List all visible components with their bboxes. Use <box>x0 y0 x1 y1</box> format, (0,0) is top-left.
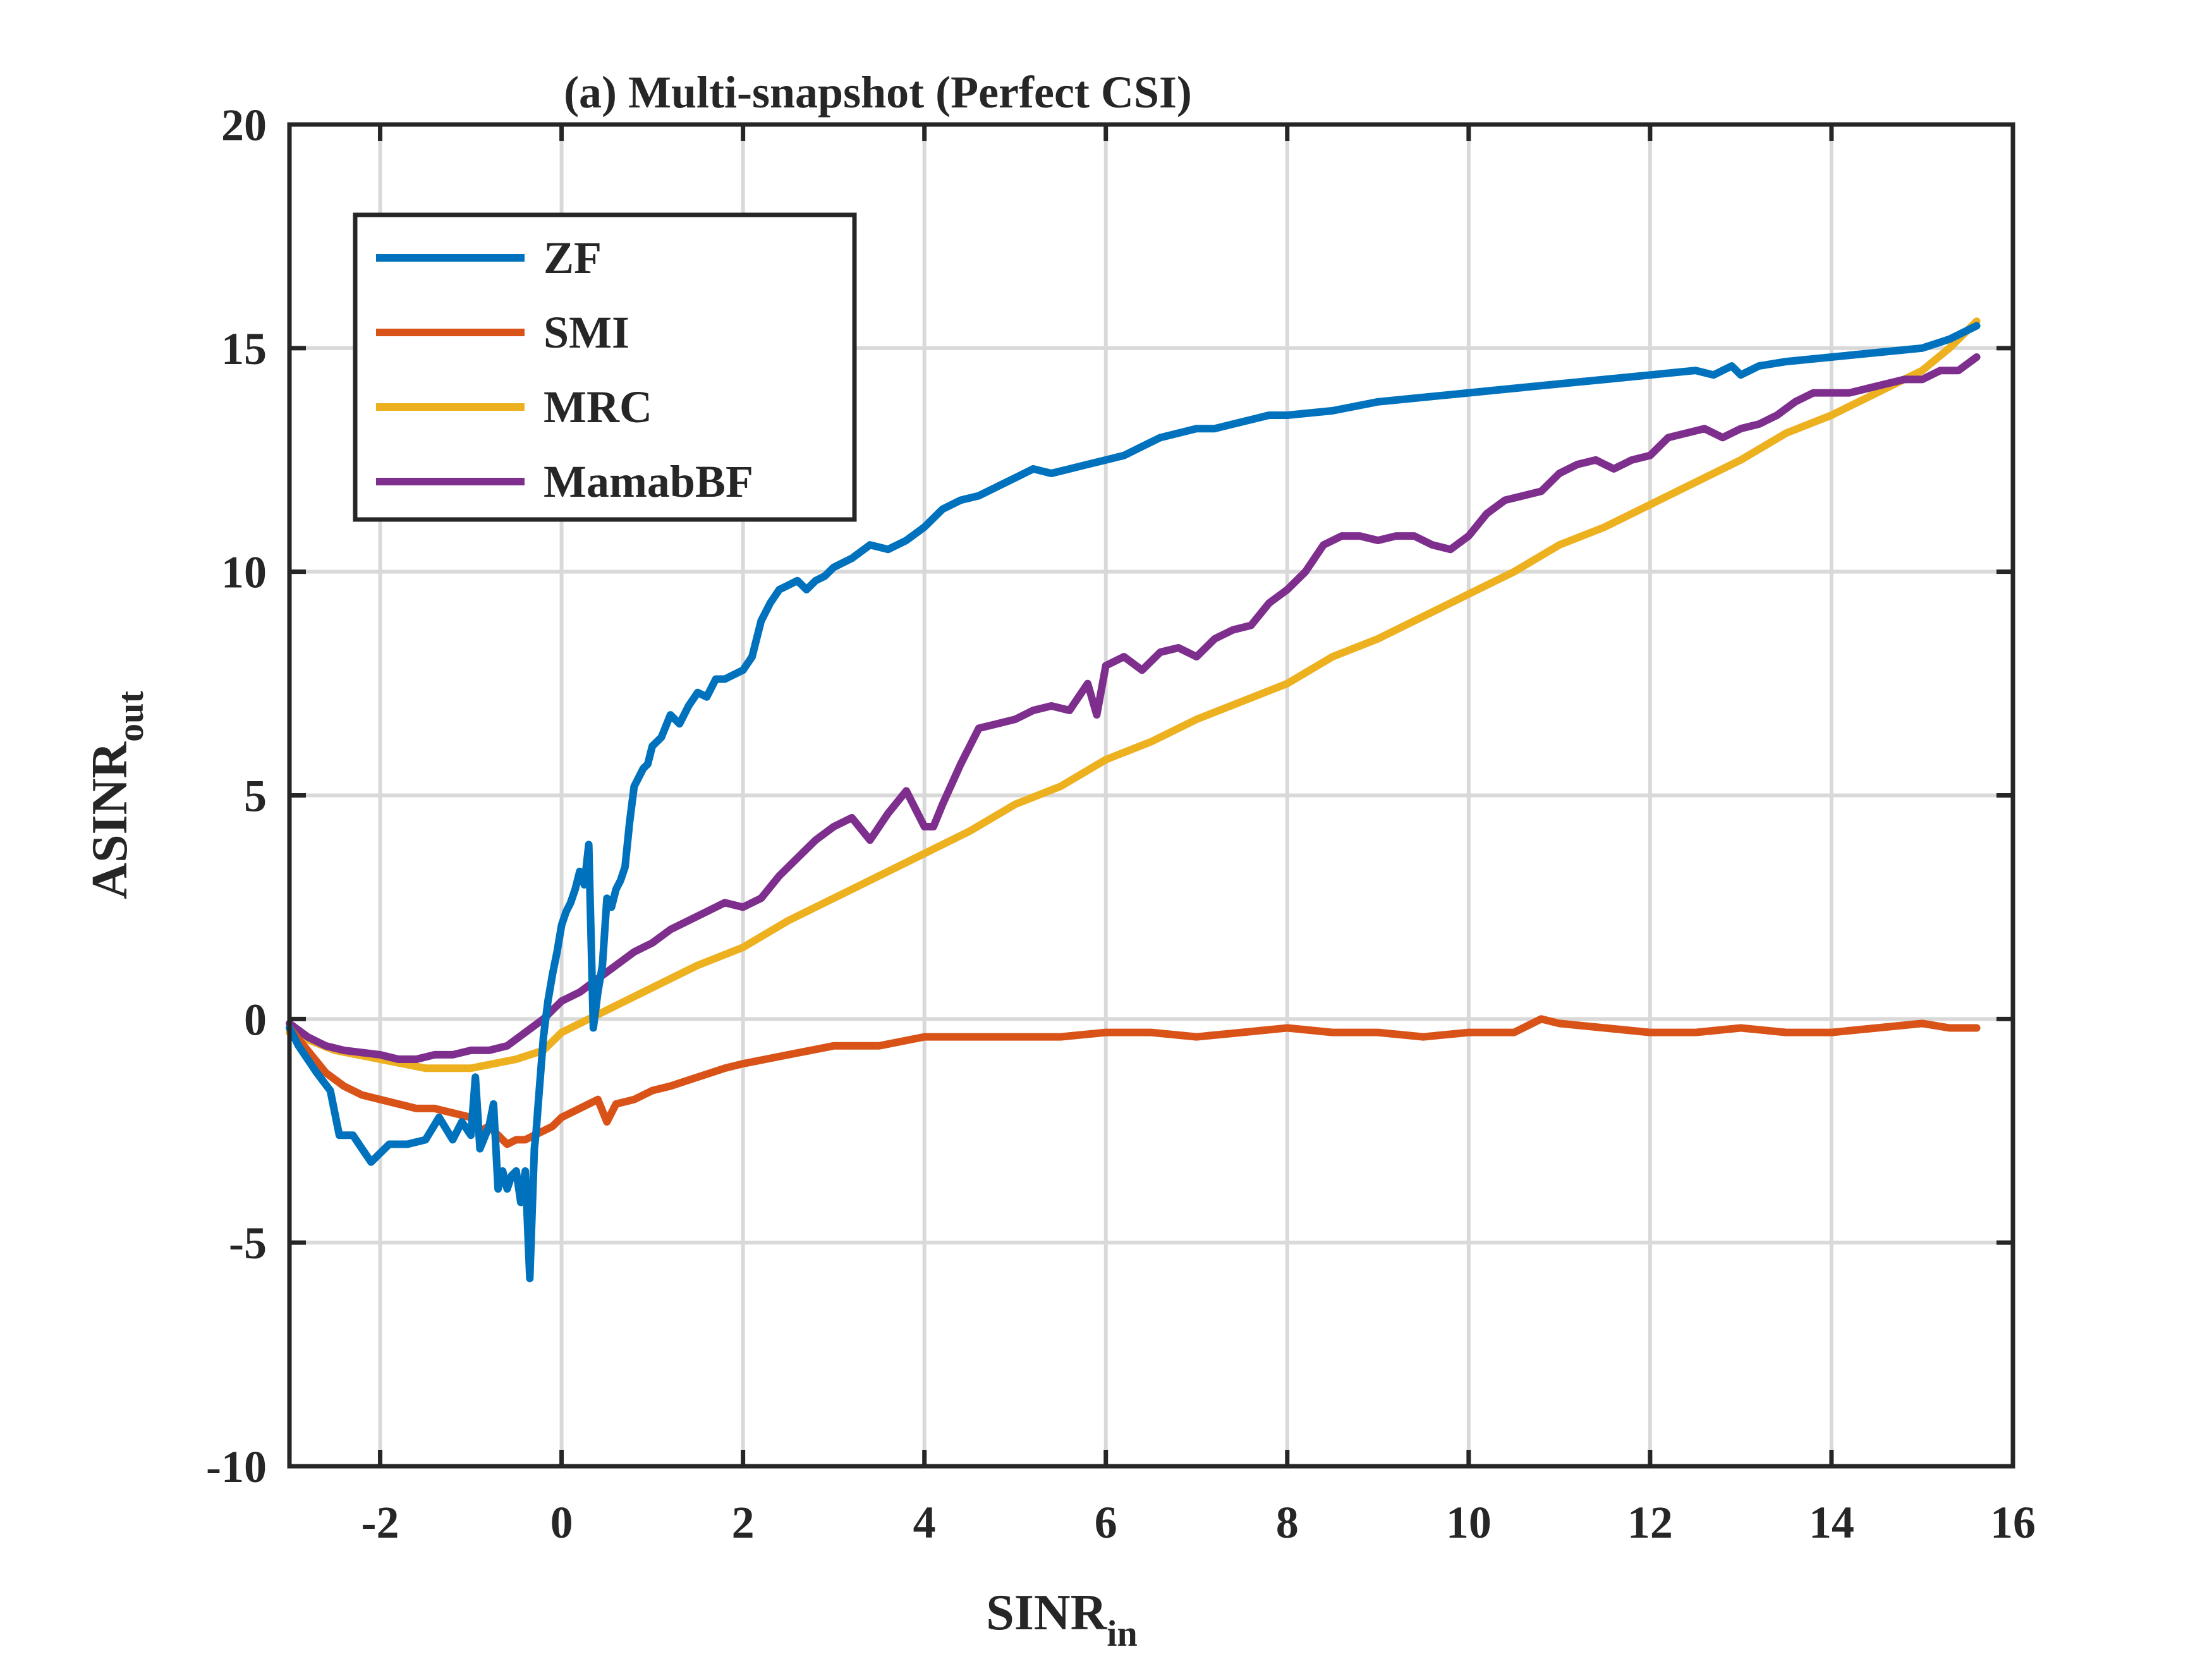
legend-label-smi: SMI <box>544 307 629 358</box>
series-line-mrc <box>286 317 1981 1073</box>
legend: ZF SMI MRC MamabBF <box>353 212 857 522</box>
legend-item-zf: ZF <box>376 233 602 283</box>
y-tick-label: -10 <box>206 1442 267 1492</box>
y-tick-label: 5 <box>244 771 267 822</box>
series-line-smi <box>286 1015 1981 1148</box>
y-tick-label: 20 <box>221 100 267 150</box>
x-tick-label: 4 <box>913 1497 936 1548</box>
x-axis-label-sub: in <box>1107 1613 1137 1654</box>
y-tick-label: -5 <box>229 1218 267 1268</box>
legend-label-mamabbf: MamabBF <box>544 456 753 507</box>
x-tick-label: 12 <box>1627 1497 1673 1548</box>
x-tick-labels: -2 0 2 4 6 8 10 12 14 16 <box>362 1497 2036 1548</box>
x-tick-label: 10 <box>1446 1497 1492 1548</box>
legend-label-mrc: MRC <box>544 382 652 432</box>
x-tick-label: 16 <box>1990 1497 2036 1548</box>
x-tick-label: 0 <box>550 1497 573 1548</box>
y-axis-label: ASINRout <box>82 691 151 899</box>
series-lines <box>286 317 1981 1282</box>
legend-label-zf: ZF <box>544 233 602 283</box>
legend-item-mamabbf: MamabBF <box>376 456 753 507</box>
y-tick-label: 0 <box>244 994 267 1045</box>
y-tick-label: 15 <box>221 324 267 374</box>
x-axis-label-main: SINR <box>986 1585 1107 1641</box>
chart-title: (a) Multi-snapshot (Perfect CSI) <box>564 67 1192 118</box>
x-tick-label: 2 <box>732 1497 755 1548</box>
series-line-mamabbf <box>286 353 1981 1063</box>
y-tick-labels: -10 -5 0 5 10 15 20 <box>206 100 267 1492</box>
y-axis-label-sub: out <box>110 691 151 742</box>
series-line-zf <box>286 322 1981 1282</box>
x-tick-label: 14 <box>1809 1497 1854 1548</box>
x-tick-label: 8 <box>1276 1497 1299 1548</box>
legend-box <box>353 212 857 522</box>
y-tick-label: 10 <box>221 547 267 598</box>
x-tick-label: -2 <box>362 1497 399 1548</box>
x-tick-label: 6 <box>1095 1497 1117 1548</box>
legend-item-smi: SMI <box>376 307 629 358</box>
legend-item-mrc: MRC <box>376 382 652 432</box>
x-axis-label: SINRin <box>986 1585 1138 1654</box>
y-axis-label-main: ASINR <box>82 741 138 899</box>
axis-ticks <box>289 122 2015 1469</box>
